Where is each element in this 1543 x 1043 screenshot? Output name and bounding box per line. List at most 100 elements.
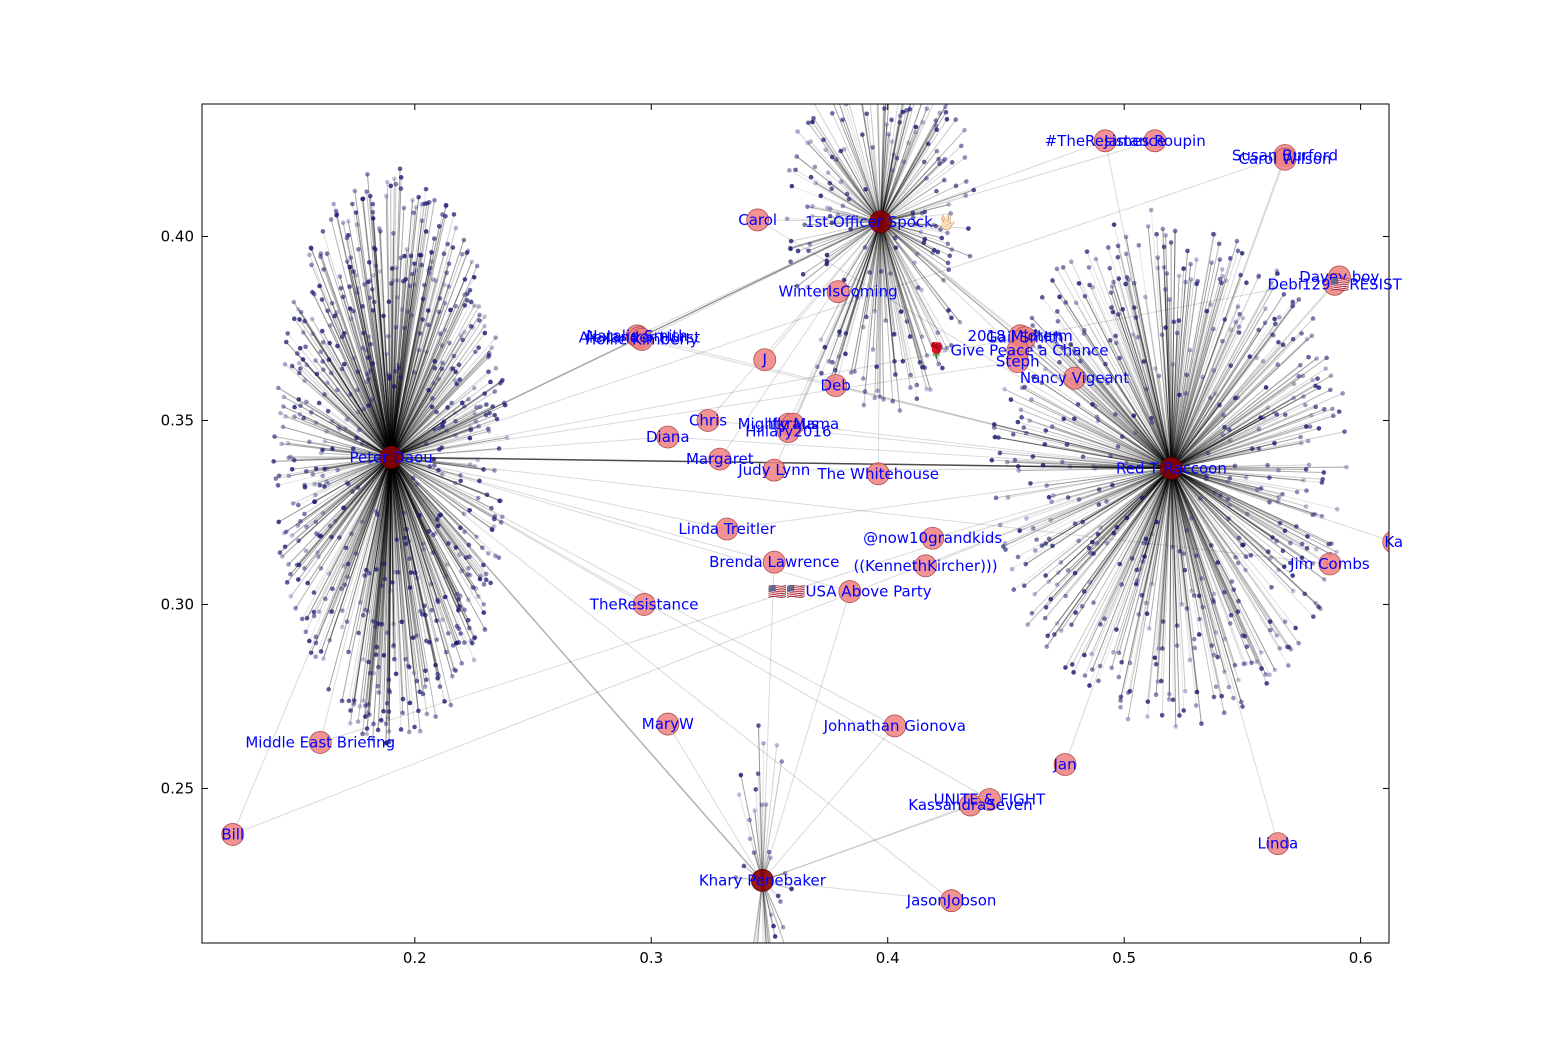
leaf-node bbox=[464, 250, 470, 256]
leaf-node bbox=[1300, 373, 1306, 379]
leaf-node bbox=[410, 475, 416, 481]
edge bbox=[874, 221, 882, 312]
leaf-node bbox=[1148, 415, 1154, 421]
edge bbox=[761, 804, 767, 881]
edge bbox=[1171, 341, 1279, 469]
edge bbox=[1157, 267, 1172, 469]
edge bbox=[390, 203, 425, 458]
edge bbox=[1079, 360, 1172, 469]
leaf-node bbox=[913, 129, 918, 135]
edge bbox=[297, 456, 392, 526]
leaf-node bbox=[841, 277, 847, 283]
leaf-node bbox=[426, 271, 432, 276]
leaf-node bbox=[1310, 316, 1316, 321]
leaf-node bbox=[370, 201, 376, 207]
leaf-node bbox=[1012, 457, 1018, 463]
leaf-node bbox=[288, 594, 294, 599]
leaf-node bbox=[423, 668, 428, 674]
edge bbox=[1171, 467, 1331, 555]
edge bbox=[311, 291, 392, 458]
leaf-node bbox=[296, 360, 302, 366]
edge bbox=[1171, 467, 1230, 520]
leaf-node bbox=[441, 419, 447, 425]
leaf-node bbox=[1056, 331, 1062, 337]
node-label: 🌹 Give Peace a Chance bbox=[927, 341, 1108, 360]
edge bbox=[1100, 467, 1172, 529]
leaf-node bbox=[1274, 412, 1280, 417]
leaf-node bbox=[429, 250, 434, 255]
leaf-node bbox=[1276, 567, 1281, 573]
edge bbox=[330, 219, 392, 458]
leaf-node bbox=[780, 925, 786, 930]
leaf-node bbox=[1194, 257, 1199, 262]
leaf-node bbox=[1029, 610, 1035, 616]
leaf-node bbox=[378, 717, 384, 723]
edge bbox=[390, 457, 397, 674]
edge bbox=[1168, 468, 1172, 695]
leaf-node bbox=[311, 613, 317, 619]
edge bbox=[390, 168, 401, 458]
leaf-node bbox=[934, 188, 939, 194]
edge bbox=[880, 143, 929, 223]
edge bbox=[390, 457, 449, 634]
leaf-node bbox=[345, 574, 351, 580]
leaf-node bbox=[412, 261, 417, 266]
edge bbox=[1171, 467, 1303, 559]
edge bbox=[1171, 468, 1288, 648]
leaf-node bbox=[1267, 619, 1273, 624]
leaf-node bbox=[481, 467, 486, 472]
edge bbox=[1128, 279, 1172, 469]
edge bbox=[1170, 468, 1213, 646]
edge bbox=[787, 218, 881, 223]
edge bbox=[390, 227, 457, 458]
leaf-node bbox=[465, 291, 470, 296]
leaf-node bbox=[491, 524, 497, 529]
leaf-node bbox=[1311, 614, 1316, 619]
leaf-node bbox=[402, 325, 407, 331]
edge bbox=[372, 218, 392, 458]
leaf-node bbox=[967, 253, 973, 259]
edge bbox=[991, 459, 1172, 469]
leaf-node bbox=[1271, 332, 1276, 338]
leaf-node bbox=[459, 251, 465, 257]
leaf-node bbox=[313, 519, 319, 525]
leaf-node bbox=[933, 123, 939, 128]
leaf-node bbox=[434, 409, 439, 415]
leaf-node bbox=[482, 314, 487, 320]
leaf-node bbox=[1290, 573, 1296, 578]
edge bbox=[232, 467, 1172, 835]
leaf-node bbox=[471, 274, 477, 280]
edge bbox=[391, 456, 461, 482]
edge bbox=[1013, 467, 1172, 590]
node-label: Peter Daou bbox=[350, 448, 433, 466]
leaf-node bbox=[1023, 561, 1029, 567]
node-label: TheResistance bbox=[589, 595, 699, 613]
leaf-node bbox=[795, 248, 801, 254]
leaf-node bbox=[1030, 525, 1036, 531]
edge bbox=[793, 423, 1172, 469]
leaf-node bbox=[1192, 636, 1197, 642]
edge bbox=[390, 302, 446, 458]
leaf-node bbox=[365, 710, 370, 716]
edge bbox=[282, 426, 392, 458]
leaf-node bbox=[477, 478, 482, 484]
leaf-node bbox=[477, 404, 483, 410]
edge bbox=[1171, 468, 1237, 558]
edge bbox=[1084, 468, 1172, 676]
edge bbox=[383, 457, 392, 712]
leaf-node bbox=[395, 570, 401, 575]
leaf-node bbox=[1326, 541, 1331, 547]
edge bbox=[291, 365, 392, 458]
edge bbox=[880, 111, 904, 222]
leaf-node bbox=[761, 741, 766, 746]
edge bbox=[787, 221, 882, 432]
leaf-node bbox=[498, 520, 504, 525]
leaf-node bbox=[1227, 256, 1233, 261]
edge bbox=[1170, 364, 1174, 469]
leaf-node bbox=[369, 287, 375, 292]
leaf-node bbox=[1243, 567, 1248, 573]
leaf-node bbox=[1109, 665, 1114, 671]
edge bbox=[1171, 338, 1294, 469]
leaf-node bbox=[1240, 315, 1246, 321]
graph-node bbox=[762, 550, 786, 574]
